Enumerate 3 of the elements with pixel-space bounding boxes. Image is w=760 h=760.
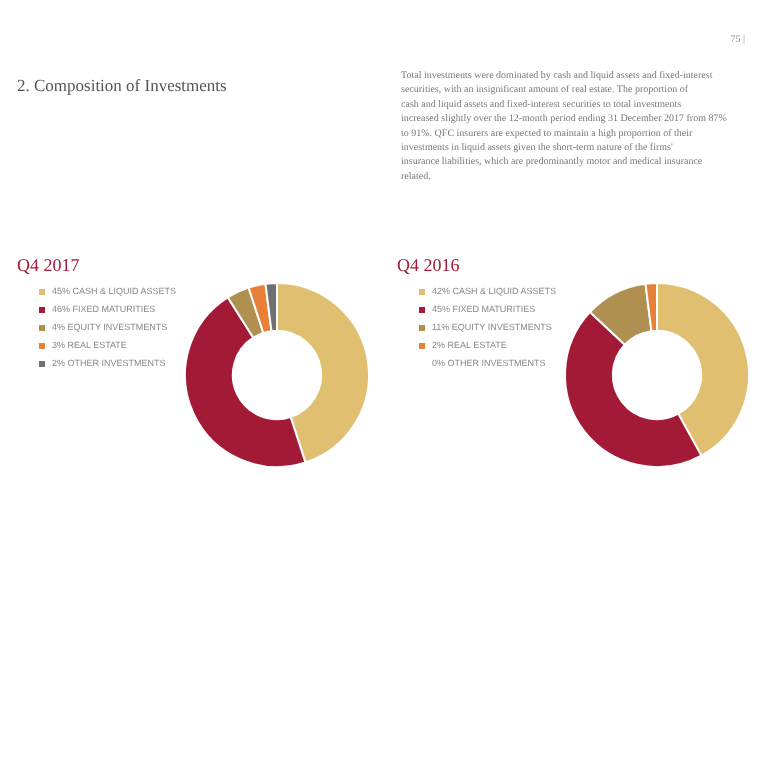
chart-title: Q4 2017: [17, 255, 81, 275]
chart-title: Q4 2016: [397, 255, 461, 275]
text: 2. Composition of Investments: [17, 75, 227, 95]
